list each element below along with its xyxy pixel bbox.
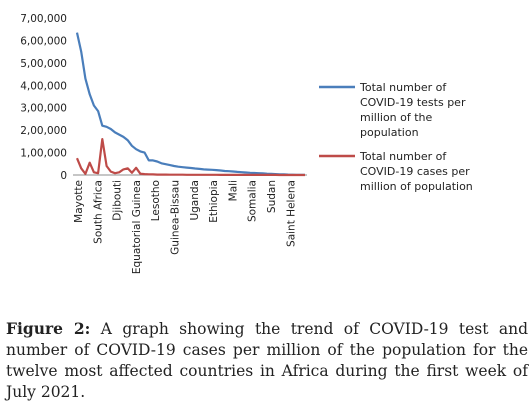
- y-axis-labels: 0 1,00,000 2,00,000 3,00,000 4,00,000 5,00,00…: [20, 13, 67, 182]
- x-tick-label: Ethiopia: [208, 180, 220, 223]
- series-lines: [75, 32, 306, 177]
- legend-label: Total number of COVID-19 tests per million…: [359, 81, 466, 139]
- legend-label: Total number of COVID-19 cases per million…: [359, 150, 473, 193]
- cases-series-line: [75, 138, 305, 177]
- tests-series-line: [75, 32, 306, 176]
- y-tick-label: 5,00,000: [20, 58, 67, 70]
- y-tick-label: 2,00,000: [20, 125, 67, 137]
- caption-label: Figure 2:: [6, 319, 91, 338]
- x-axis: Mayotte South Africa Djibouti Equatorial Gu…: [73, 174, 307, 274]
- x-tick-label: Djibouti: [112, 180, 124, 221]
- y-tick-label: 3,00,000: [20, 103, 67, 115]
- x-tick-label: Somalia: [247, 180, 259, 222]
- caption-text: A graph showing the trend of COVID-19 te…: [6, 320, 528, 401]
- x-tick-label: Saint Helena: [285, 180, 297, 247]
- y-tick-label: 4,00,000: [20, 80, 67, 92]
- x-tick-label: Mali: [227, 180, 239, 201]
- y-tick-label: 6,00,000: [20, 35, 67, 47]
- figure-caption: Figure 2: A graph showing the trend of C…: [6, 318, 528, 403]
- x-tick-label: Guinea-Bissau: [170, 180, 182, 255]
- x-tick-label: Lesotho: [150, 180, 162, 221]
- x-tick-label: Uganda: [189, 180, 201, 221]
- x-tick-label: Mayotte: [73, 180, 85, 223]
- legend: Total number of COVID-19 tests per million…: [319, 81, 473, 193]
- y-tick-label: 7,00,000: [20, 13, 67, 25]
- x-tick-label: South Africa: [92, 180, 104, 244]
- y-tick-label: 1,00,000: [20, 148, 67, 160]
- x-tick-label: Equatorial Guinea: [131, 180, 143, 274]
- x-tick-label: Sudan: [266, 180, 278, 213]
- y-tick-label: 0: [60, 170, 67, 182]
